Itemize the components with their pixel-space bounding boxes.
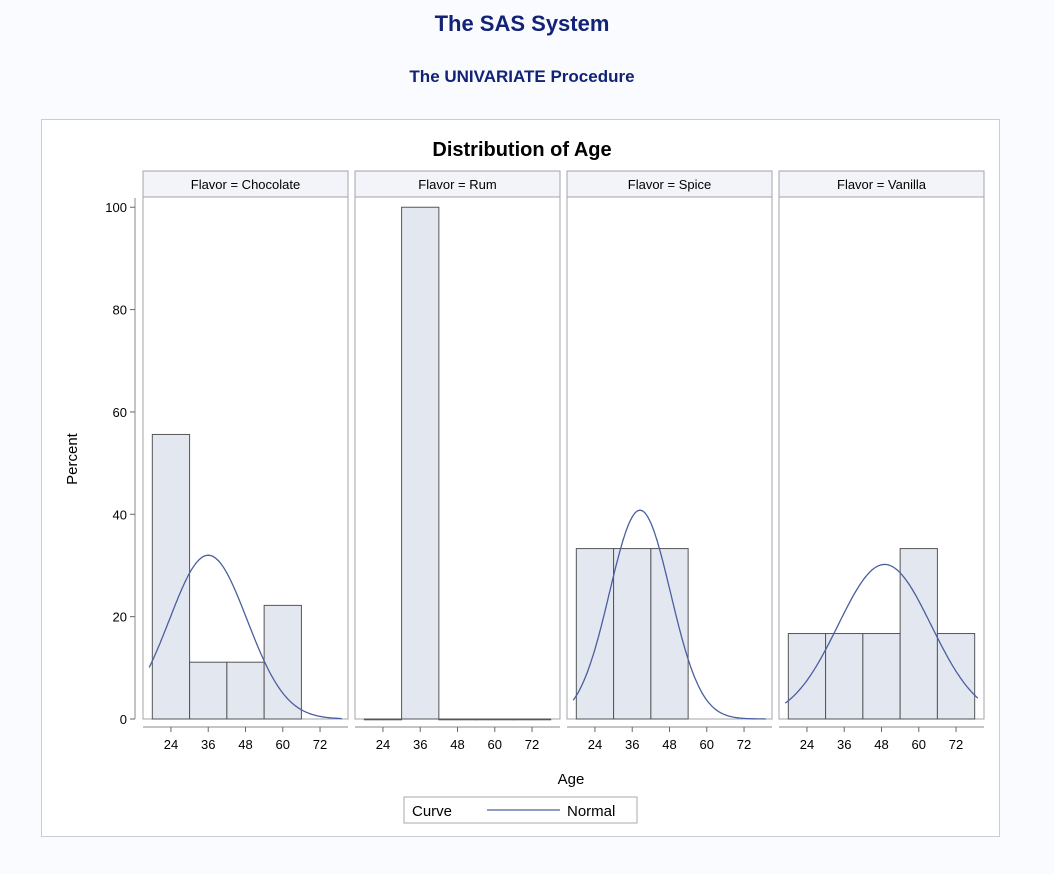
- panel-header-label-rum: Flavor = Rum: [418, 177, 496, 192]
- panel-header-vanilla: [778, 170, 985, 198]
- y-tick-label: 80: [113, 303, 127, 318]
- x-axis-label: Age: [558, 771, 585, 788]
- x-tick-label: 72: [737, 737, 751, 752]
- normal-curve-vanilla: [784, 563, 979, 704]
- x-tick-label: 48: [450, 737, 464, 752]
- x-tick-label: 60: [276, 737, 290, 752]
- chart-title: Distribution of Age: [432, 139, 611, 161]
- x-tick-label: 24: [376, 737, 390, 752]
- y-tick-label: 20: [113, 610, 127, 625]
- histogram-bar: [226, 661, 265, 720]
- x-tick-label: 72: [949, 737, 963, 752]
- histogram-bar: [862, 633, 901, 720]
- panel-header-spice: [566, 170, 773, 198]
- histogram-bar: [936, 633, 976, 720]
- histogram-bar: [899, 548, 938, 720]
- x-tick-label: 24: [588, 737, 602, 752]
- y-tick-label: 60: [113, 405, 127, 420]
- x-tick-label: 60: [488, 737, 502, 752]
- legend: Curve Normal: [403, 796, 638, 824]
- panel-header-label-chocolate: Flavor = Chocolate: [191, 177, 300, 192]
- panel-header-rum: [354, 170, 561, 198]
- y-tick-label: 100: [105, 200, 127, 215]
- histogram-bar: [151, 433, 191, 720]
- histogram-bar: [438, 718, 477, 721]
- x-tick-label: 72: [313, 737, 327, 752]
- x-tick-label: 24: [164, 737, 178, 752]
- x-tick-label: 60: [700, 737, 714, 752]
- histogram-bar: [650, 548, 689, 720]
- x-tick-label: 36: [413, 737, 427, 752]
- histogram-bar: [613, 548, 652, 720]
- x-tick-label: 36: [201, 737, 215, 752]
- normal-curve-spice: [572, 509, 766, 720]
- x-tick-label: 24: [800, 737, 814, 752]
- histogram-bar: [363, 718, 403, 721]
- panel-header-label-vanilla: Flavor = Vanilla: [837, 177, 927, 192]
- x-tick-label: 36: [625, 737, 639, 752]
- graph-container: Distribution of Age Percent Age Curve No…: [41, 119, 1000, 837]
- histogram-bar: [825, 633, 864, 720]
- procedure-title: The UNIVARIATE Procedure: [409, 67, 635, 86]
- x-tick-label: 72: [525, 737, 539, 752]
- y-axis-label: Percent: [64, 432, 81, 485]
- histogram-panel-chart: Distribution of Age Percent Age Curve No…: [64, 139, 985, 824]
- x-tick-label: 48: [874, 737, 888, 752]
- panels: 0 20 40 60 80 100 Flavor = Chocolate 24 36 48 60 72…: [105, 170, 985, 752]
- y-tick-label: 0: [120, 712, 127, 727]
- histogram-bar: [475, 718, 514, 721]
- system-title: The SAS System: [434, 11, 610, 36]
- histogram-bar: [263, 604, 302, 720]
- legend-entry-normal: Normal: [567, 803, 615, 820]
- histogram-bar: [401, 206, 440, 720]
- histogram-bar: [512, 718, 552, 721]
- x-tick-label: 36: [837, 737, 851, 752]
- x-tick-label: 48: [662, 737, 676, 752]
- panel-frame-rum: [354, 196, 561, 720]
- panel-frame-vanilla: [778, 196, 985, 720]
- x-tick-label: 60: [912, 737, 926, 752]
- histogram-bar: [189, 661, 228, 720]
- panel-header-label-spice: Flavor = Spice: [628, 177, 711, 192]
- normal-curve-chocolate: [148, 554, 342, 720]
- histogram-bar: [787, 633, 827, 720]
- y-tick-label: 40: [113, 507, 127, 522]
- histogram-bar: [575, 548, 615, 720]
- legend-title: Curve: [412, 803, 452, 820]
- x-tick-label: 48: [238, 737, 252, 752]
